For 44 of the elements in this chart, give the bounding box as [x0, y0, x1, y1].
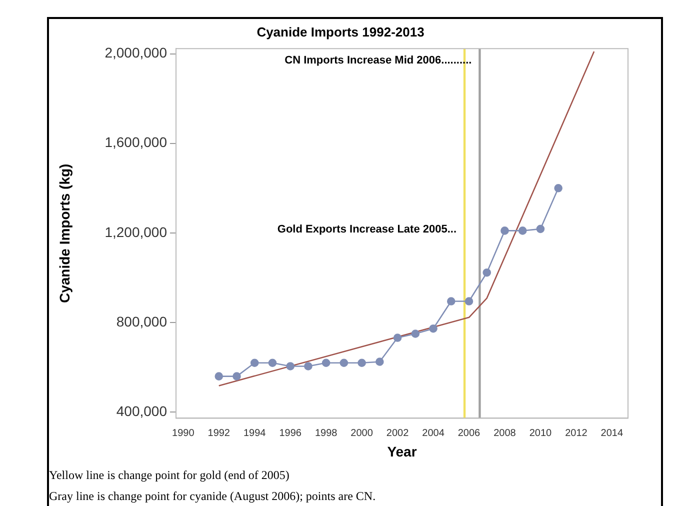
x-tick-label: 1994: [243, 428, 266, 439]
point: [500, 226, 509, 235]
x-tick-label: 1998: [314, 428, 338, 439]
y-tick-label: 1,600,000: [104, 134, 168, 150]
ref-line-label: Gold Exports Increase Late 2005...: [277, 224, 457, 236]
point: [232, 372, 241, 380]
x-axis-title: Year: [387, 443, 418, 460]
point: [376, 358, 384, 366]
y-tick-label: 800,000: [116, 313, 168, 330]
x-tick-label: 2006: [458, 428, 481, 439]
point: [482, 268, 492, 277]
x-tick-label: 2010: [529, 428, 552, 439]
point: [340, 358, 348, 368]
chart-title: Cyanide Imports 1992-2013: [256, 24, 424, 40]
x-tick-label: 1996: [279, 428, 302, 439]
x-tick-label: 1992: [208, 428, 230, 439]
point: [268, 358, 277, 368]
point: [518, 226, 527, 235]
point: [214, 372, 224, 380]
x-tick-label: 2002: [386, 428, 410, 439]
point: [322, 358, 330, 368]
point: [536, 224, 545, 234]
y-tick-label: 2,000,000: [104, 44, 168, 61]
x-tick-label: 1990: [172, 428, 195, 439]
x-tick-label: 2012: [565, 428, 588, 439]
x-tick-label: 2008: [494, 428, 516, 439]
point: [554, 184, 562, 192]
x-tick-label: 2004: [422, 428, 445, 439]
y-axis-title: Cyanide Imports (kg): [56, 164, 72, 304]
y-tick-label: 400,000: [116, 403, 168, 420]
point: [304, 362, 312, 370]
point: [286, 362, 294, 370]
point: [393, 334, 402, 342]
point: [464, 297, 474, 306]
point: [358, 358, 366, 368]
point: [250, 358, 259, 368]
x-tick-label: 2014: [600, 428, 624, 439]
point: [429, 324, 438, 333]
point: [411, 330, 420, 338]
text: Gray line is change point for cyanide (August 2006); points are CN.: [49, 488, 376, 505]
text: Yellow line is change point for gold (end of 2005): [49, 467, 290, 484]
y-tick-label: 1,200,000: [104, 224, 168, 240]
x-tick-label: 2000: [350, 428, 374, 439]
point: [446, 297, 456, 306]
